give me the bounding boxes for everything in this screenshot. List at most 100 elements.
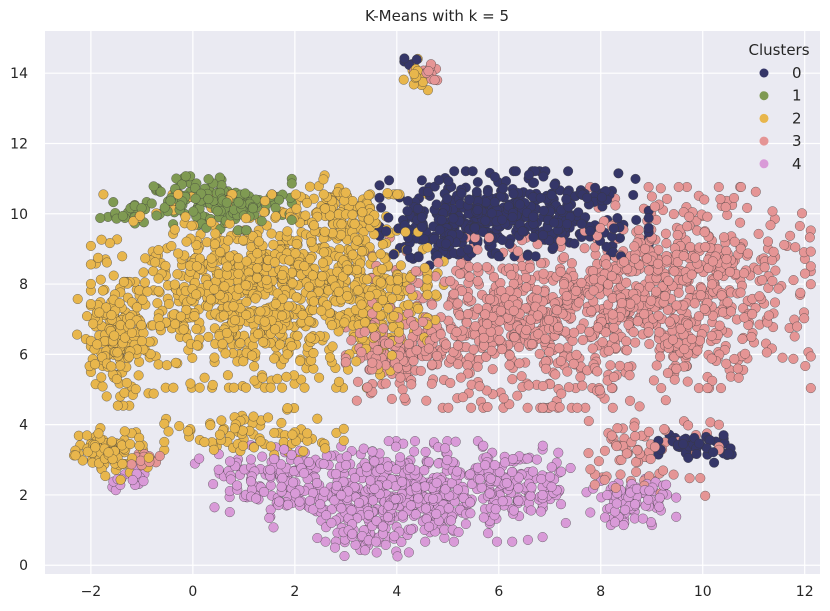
point-cluster-2	[70, 450, 81, 461]
point-cluster-3	[716, 383, 726, 394]
point-cluster-4	[336, 490, 347, 501]
point-cluster-2	[269, 353, 280, 364]
point-cluster-2	[96, 234, 107, 245]
point-cluster-3	[686, 334, 697, 344]
point-cluster-2	[191, 261, 202, 272]
legend-marker-1	[759, 91, 769, 101]
point-cluster-3	[646, 295, 657, 306]
point-cluster-2	[121, 377, 132, 388]
point-cluster-2	[349, 218, 360, 229]
point-cluster-4	[264, 513, 275, 523]
point-cluster-3	[653, 258, 663, 269]
point-cluster-2	[252, 248, 263, 259]
point-cluster-3	[514, 358, 525, 369]
point-cluster-3	[592, 366, 603, 377]
legend-title: Clusters	[748, 41, 809, 59]
point-cluster-2	[93, 428, 104, 439]
point-cluster-2	[148, 388, 159, 399]
point-cluster-2	[168, 382, 179, 393]
legend-label-1: 1	[792, 87, 802, 105]
point-cluster-2	[153, 286, 164, 297]
point-cluster-2	[97, 285, 108, 296]
point-cluster-3	[630, 431, 641, 442]
point-cluster-3	[126, 459, 137, 470]
point-cluster-0	[538, 230, 549, 241]
point-cluster-4	[443, 503, 454, 514]
point-cluster-4	[507, 536, 518, 547]
point-cluster-3	[621, 345, 632, 356]
point-cluster-2	[377, 264, 388, 275]
point-cluster-3	[682, 221, 693, 232]
point-cluster-3	[486, 345, 497, 356]
point-cluster-1	[286, 178, 297, 189]
point-cluster-2	[286, 341, 297, 352]
point-cluster-0	[434, 175, 444, 186]
point-cluster-3	[725, 266, 735, 277]
point-cluster-3	[362, 382, 373, 393]
point-cluster-3	[411, 345, 422, 356]
point-cluster-4	[331, 468, 341, 479]
point-cluster-3	[489, 272, 499, 282]
point-cluster-2	[235, 338, 246, 349]
x-tick-label: 0	[188, 584, 197, 600]
point-cluster-4	[208, 479, 219, 490]
point-cluster-2	[281, 371, 292, 382]
point-cluster-2	[230, 315, 240, 326]
point-cluster-4	[630, 499, 640, 510]
point-cluster-2	[392, 284, 402, 295]
point-cluster-2	[124, 351, 135, 362]
point-cluster-4	[224, 507, 235, 518]
point-cluster-3	[767, 255, 778, 266]
point-cluster-2	[205, 420, 216, 431]
x-tick-label: 4	[392, 584, 401, 600]
y-tick-label: 14	[10, 66, 28, 82]
point-cluster-2	[92, 339, 103, 350]
point-cluster-0	[489, 197, 500, 208]
point-cluster-3	[777, 352, 788, 363]
point-cluster-2	[220, 348, 231, 359]
point-cluster-1	[286, 215, 297, 225]
point-cluster-3	[593, 456, 604, 467]
point-cluster-2	[133, 370, 144, 381]
point-cluster-2	[130, 384, 141, 395]
point-cluster-4	[330, 542, 340, 553]
point-cluster-3	[654, 327, 665, 338]
point-cluster-0	[402, 206, 413, 216]
point-cluster-4	[492, 536, 502, 547]
point-cluster-2	[388, 311, 399, 322]
point-cluster-4	[326, 517, 337, 528]
point-cluster-3	[695, 290, 706, 301]
point-cluster-3	[621, 448, 632, 459]
point-cluster-3	[721, 254, 732, 265]
point-cluster-4	[265, 464, 276, 475]
point-cluster-2	[306, 236, 317, 247]
point-cluster-3	[699, 194, 710, 205]
point-cluster-4	[232, 480, 243, 491]
point-cluster-0	[416, 212, 427, 223]
x-tick-label: 12	[796, 584, 814, 600]
point-cluster-2	[291, 239, 302, 249]
point-cluster-0	[576, 218, 587, 229]
point-cluster-2	[353, 285, 364, 296]
point-cluster-2	[111, 374, 122, 385]
point-cluster-3	[403, 338, 414, 349]
point-cluster-2	[377, 295, 388, 305]
point-cluster-2	[132, 302, 142, 313]
point-cluster-1	[180, 171, 191, 182]
point-cluster-3	[684, 473, 695, 484]
point-cluster-2	[261, 275, 272, 286]
point-cluster-3	[763, 236, 773, 247]
point-cluster-2	[287, 278, 298, 289]
point-cluster-0	[508, 188, 519, 199]
point-cluster-3	[713, 419, 724, 430]
point-cluster-4	[611, 498, 622, 509]
point-cluster-2	[85, 299, 96, 309]
point-cluster-3	[713, 270, 724, 281]
point-cluster-4	[299, 468, 309, 479]
point-cluster-2	[140, 253, 151, 264]
point-cluster-3	[521, 325, 532, 335]
point-cluster-4	[363, 509, 374, 520]
point-cluster-2	[377, 239, 388, 250]
point-cluster-2	[153, 245, 164, 255]
point-cluster-2	[170, 357, 181, 368]
